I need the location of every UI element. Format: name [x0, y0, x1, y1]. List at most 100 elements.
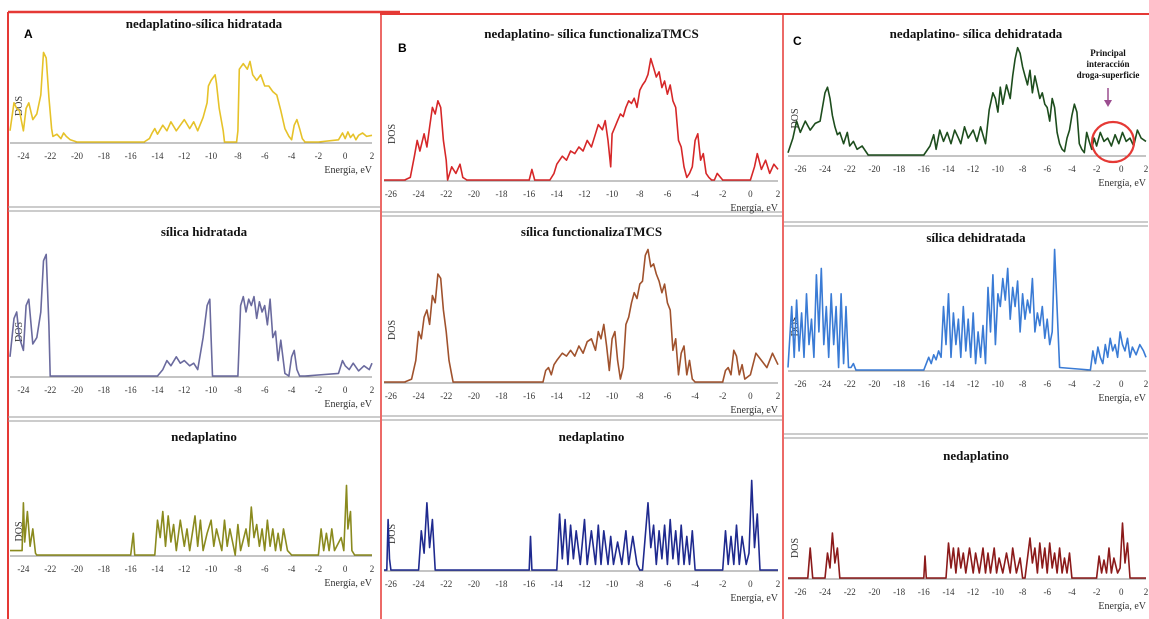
x-tick-label: -26	[794, 379, 806, 389]
panel-letter-b: B	[398, 41, 407, 55]
dos-series-line	[384, 250, 778, 383]
x-tick-label: -2	[1093, 587, 1101, 597]
x-tick-label: -16	[125, 564, 137, 574]
x-tick-label: -20	[468, 579, 480, 589]
x-tick-label: -8	[234, 151, 242, 161]
x-tick-label: -4	[288, 564, 296, 574]
x-tick-label: -20	[868, 587, 880, 597]
x-tick-label: 2	[776, 391, 781, 401]
x-tick-label: -2	[719, 391, 727, 401]
x-tick-label: -18	[893, 164, 905, 174]
x-tick-label: -14	[942, 164, 954, 174]
x-tick-label: 0	[343, 151, 348, 161]
x-tick-label: -2	[315, 385, 323, 395]
annotation-text: interacción	[1087, 59, 1130, 69]
x-axis-label: Energía, eV	[1098, 393, 1146, 404]
x-tick-label: -6	[261, 385, 269, 395]
x-tick-label: -4	[1068, 587, 1076, 597]
y-axis-label: DOS	[387, 320, 398, 340]
x-tick-label: -20	[71, 385, 83, 395]
x-tick-label: -16	[918, 379, 930, 389]
x-tick-label: -2	[719, 579, 727, 589]
x-tick-label: -6	[1043, 379, 1051, 389]
x-tick-label: -18	[496, 579, 508, 589]
dos-series-line	[788, 249, 1146, 370]
x-tick-label: -18	[496, 391, 508, 401]
x-tick-label: 0	[748, 579, 753, 589]
x-tick-label: -2	[1093, 379, 1101, 389]
chart-c-3: nedaplatinoDOS-26 -24 -22 -20 -18 -16 -14 -12 -1…	[788, 448, 1148, 612]
x-tick-label: -4	[288, 151, 296, 161]
chart-title: nedaplatino-sílica hidratada	[126, 16, 283, 31]
x-tick-label: -20	[71, 564, 83, 574]
x-tick-label: 0	[343, 564, 348, 574]
x-tick-label: -26	[385, 189, 397, 199]
x-tick-label: 2	[1144, 164, 1149, 174]
x-tick-label: -6	[1043, 164, 1051, 174]
x-tick-label: -6	[664, 579, 672, 589]
x-tick-label: -8	[1019, 164, 1027, 174]
x-tick-label: 2	[1144, 379, 1149, 389]
x-tick-label: 2	[776, 189, 781, 199]
x-tick-label: 0	[1119, 587, 1124, 597]
x-tick-label: -16	[523, 189, 535, 199]
x-tick-label: -12	[967, 587, 979, 597]
x-tick-label: 0	[748, 391, 753, 401]
x-tick-label: -24	[413, 391, 425, 401]
x-tick-label: -10	[205, 151, 217, 161]
x-tick-label: -22	[440, 579, 452, 589]
x-tick-label: -24	[17, 385, 29, 395]
x-tick-label: 0	[1119, 164, 1124, 174]
x-axis-label: Energía, eV	[730, 203, 778, 214]
x-tick-label: 2	[370, 564, 375, 574]
x-tick-label: -14	[551, 579, 563, 589]
x-tick-label: -2	[1093, 164, 1101, 174]
x-tick-label: 2	[370, 385, 375, 395]
x-tick-label: -16	[125, 385, 137, 395]
x-tick-label: -18	[98, 564, 110, 574]
x-tick-label: -20	[468, 189, 480, 199]
x-tick-label: -22	[440, 189, 452, 199]
x-tick-label: -8	[1019, 587, 1027, 597]
x-tick-label: -18	[893, 379, 905, 389]
x-tick-label: 2	[370, 151, 375, 161]
x-tick-label: -18	[98, 151, 110, 161]
x-tick-label: -4	[1068, 379, 1076, 389]
x-axis-label: Energía, eV	[324, 578, 372, 589]
x-tick-label: -26	[385, 579, 397, 589]
x-tick-label: -20	[468, 391, 480, 401]
x-tick-label: -10	[205, 564, 217, 574]
x-tick-label: -18	[98, 385, 110, 395]
x-tick-label: -22	[44, 385, 56, 395]
x-tick-label: -10	[205, 385, 217, 395]
x-tick-label: -2	[315, 151, 323, 161]
x-tick-label: -6	[261, 564, 269, 574]
x-tick-label: -4	[691, 579, 699, 589]
chart-title: sílica functionalizaTMCS	[521, 224, 662, 239]
annotation-arrowhead	[1104, 100, 1112, 107]
x-tick-label: -2	[719, 189, 727, 199]
x-tick-label: -6	[664, 189, 672, 199]
x-tick-label: -8	[234, 564, 242, 574]
x-tick-label: -14	[942, 379, 954, 389]
x-tick-label: -12	[178, 564, 190, 574]
x-tick-label: -6	[1043, 587, 1051, 597]
chart-title: nedaplatino- sílica functionalizaTMCS	[484, 26, 699, 41]
x-axis-label: Energía, eV	[324, 399, 372, 410]
x-tick-label: -24	[413, 579, 425, 589]
x-tick-label: -4	[288, 385, 296, 395]
x-tick-label: -4	[691, 189, 699, 199]
x-tick-label: -12	[578, 579, 590, 589]
dos-series-line	[10, 485, 372, 555]
x-tick-label: -14	[551, 189, 563, 199]
x-tick-label: -2	[315, 564, 323, 574]
dos-series-line	[10, 52, 372, 142]
x-tick-label: -12	[578, 189, 590, 199]
x-tick-label: -8	[234, 385, 242, 395]
x-tick-label: -20	[868, 379, 880, 389]
x-tick-label: -14	[151, 385, 163, 395]
x-tick-label: -22	[844, 164, 856, 174]
x-tick-label: -26	[794, 164, 806, 174]
